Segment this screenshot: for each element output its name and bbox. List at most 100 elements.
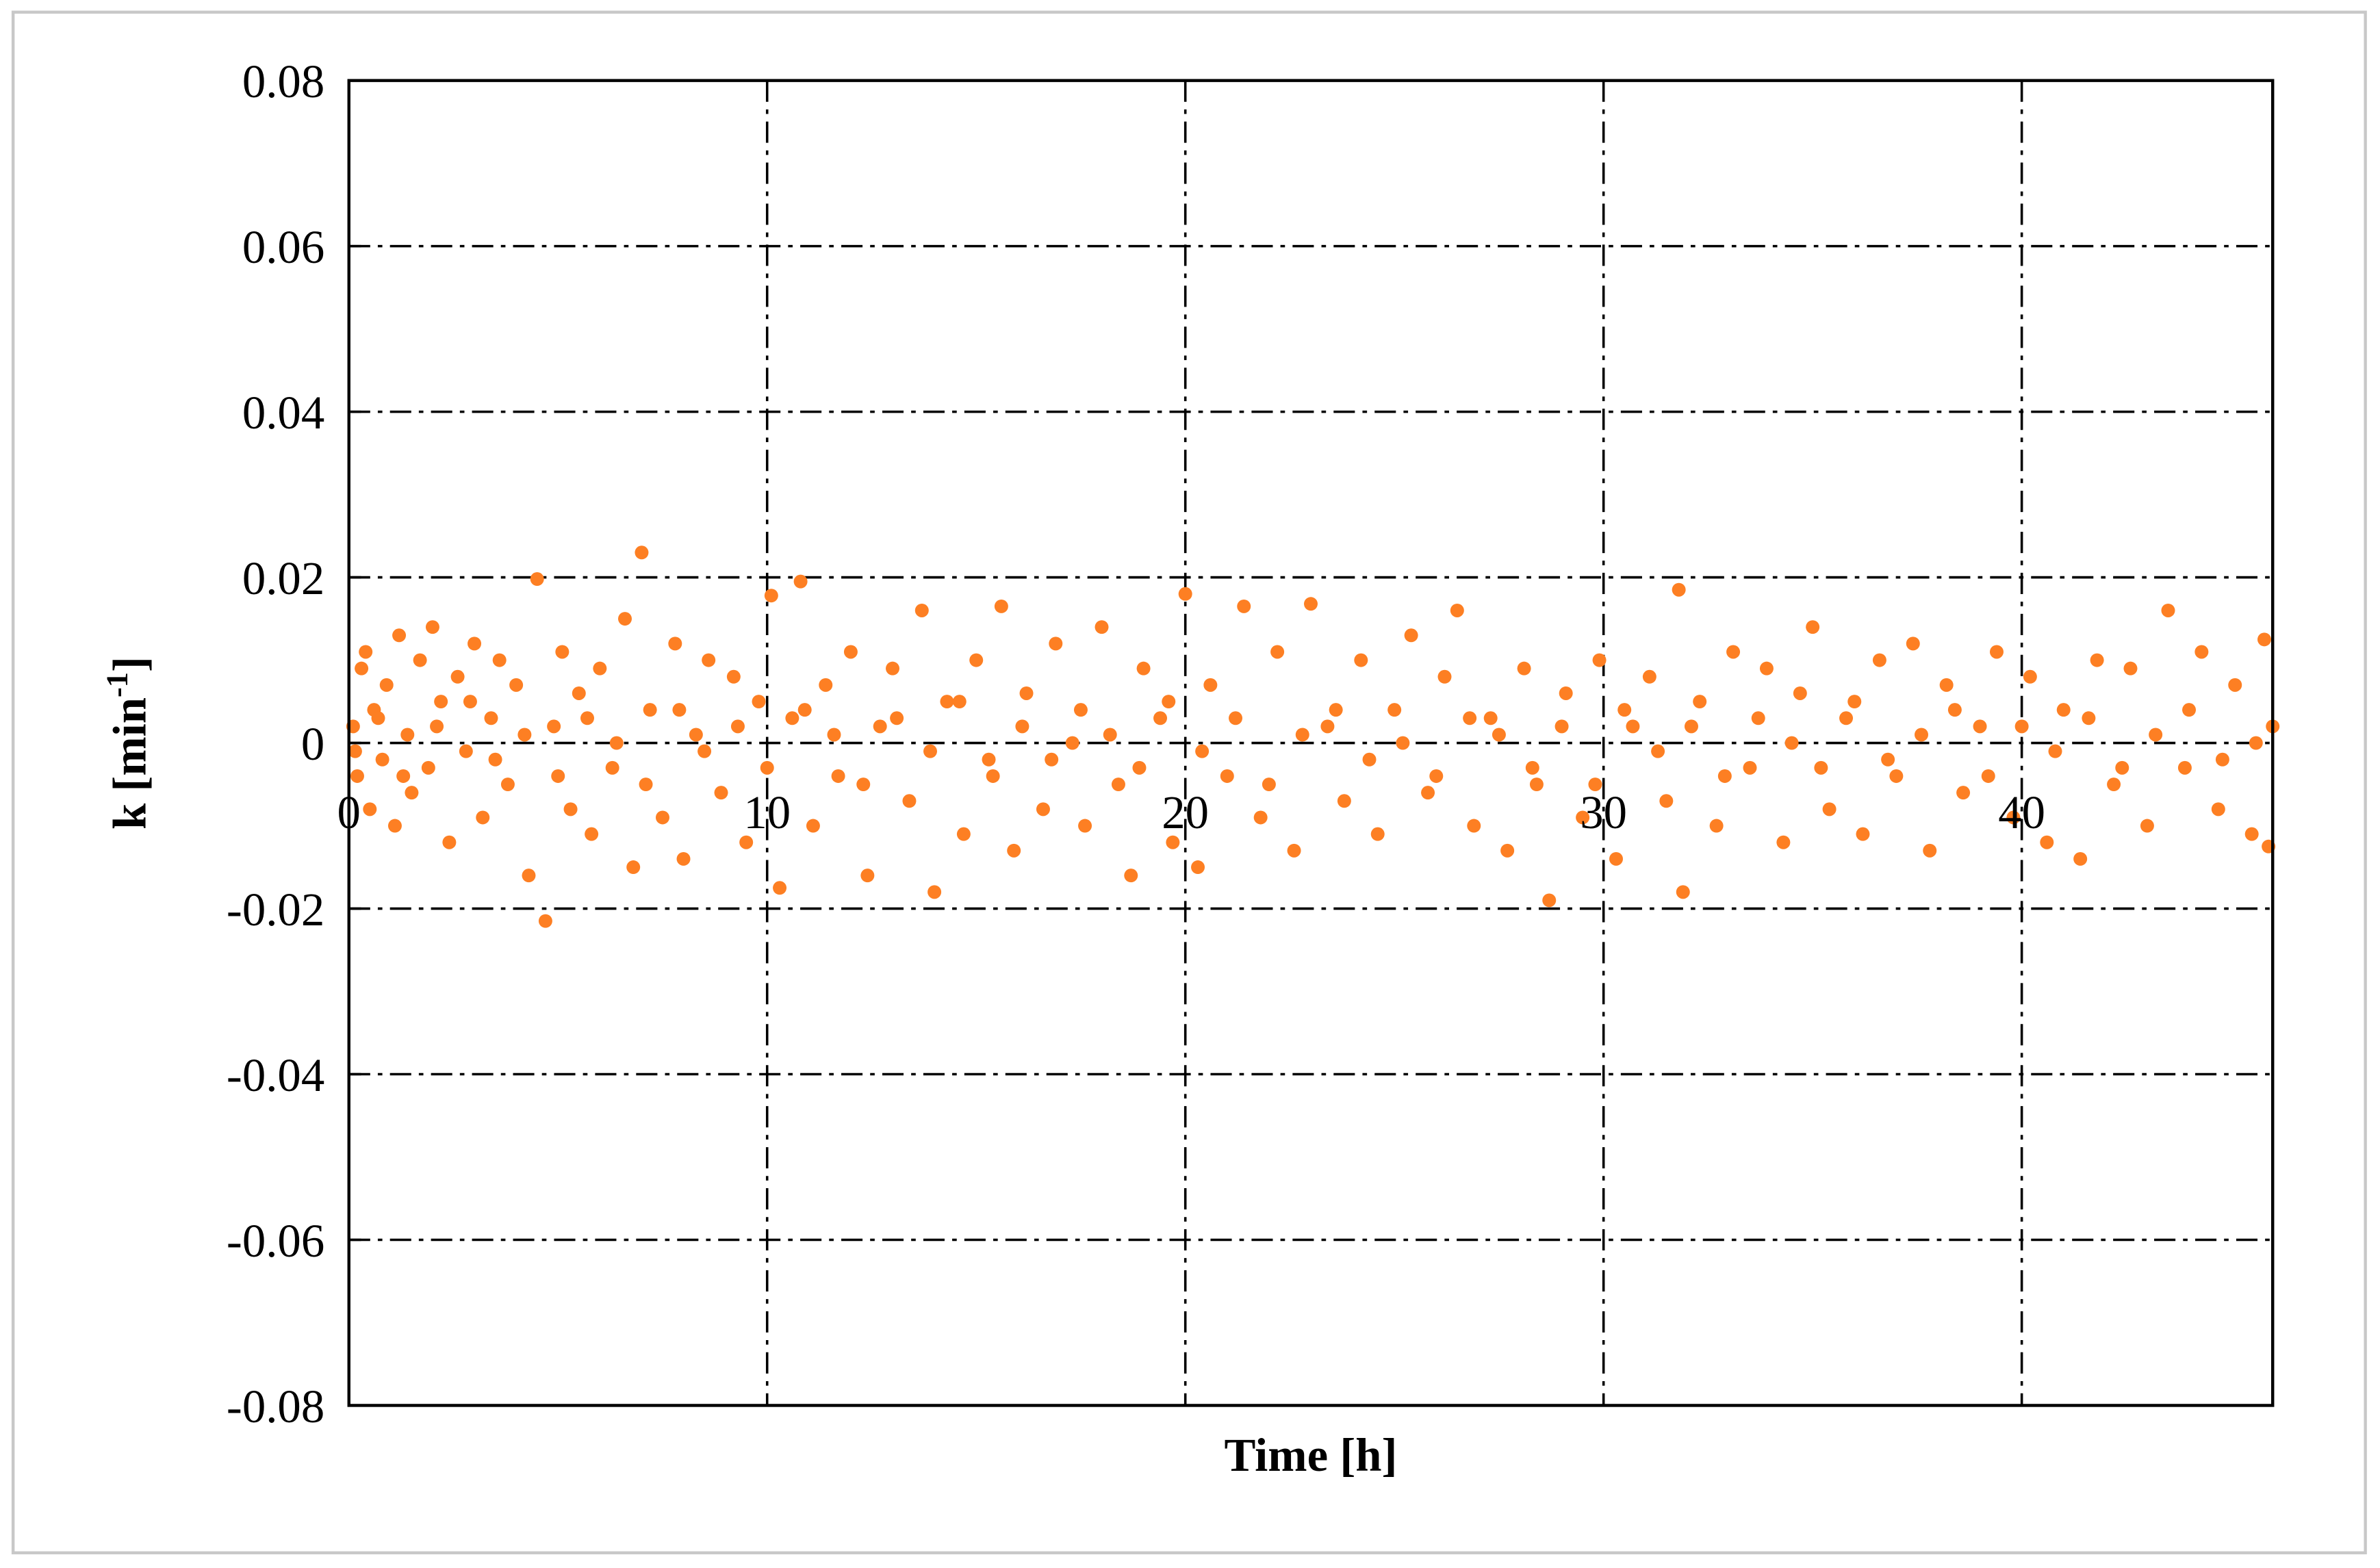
point <box>1195 744 1210 758</box>
point <box>819 678 833 692</box>
point <box>1396 736 1410 750</box>
y-tick-label: -0.02 <box>227 884 324 936</box>
point <box>1956 786 1971 800</box>
point <box>2006 810 2021 825</box>
y-axis-title: k [min-1] <box>100 656 156 830</box>
point <box>764 589 778 603</box>
point <box>1676 885 1690 899</box>
x-tick-label: 40 <box>1998 786 2045 838</box>
point <box>425 620 439 634</box>
point <box>1889 769 1904 783</box>
point <box>1220 769 1234 783</box>
point <box>488 752 502 767</box>
point <box>450 669 465 684</box>
point <box>387 819 402 833</box>
point <box>726 669 741 684</box>
point <box>1162 695 1176 709</box>
point <box>1651 744 1665 758</box>
point <box>635 545 649 560</box>
point <box>1404 628 1418 643</box>
point <box>1989 645 2004 659</box>
point <box>1588 777 1602 792</box>
point <box>1709 819 1724 833</box>
point <box>1370 827 1385 841</box>
point <box>698 744 712 758</box>
point <box>547 719 561 734</box>
point <box>359 645 373 659</box>
point <box>1007 843 1021 858</box>
point <box>1483 711 1498 725</box>
point <box>1337 794 1351 808</box>
point <box>430 719 444 734</box>
point <box>1015 719 1029 734</box>
point <box>1906 637 1920 651</box>
point <box>1095 620 1109 634</box>
point <box>927 885 942 899</box>
point <box>1329 703 1343 717</box>
point <box>434 695 448 709</box>
point <box>1421 786 1435 800</box>
point <box>1429 769 1444 783</box>
y-axis-title-suffix: ] <box>103 656 155 672</box>
point <box>1684 719 1698 734</box>
point <box>618 612 632 626</box>
point <box>355 661 369 676</box>
point <box>655 810 669 825</box>
point <box>350 769 364 783</box>
point <box>797 703 812 717</box>
point <box>538 914 552 928</box>
point <box>2228 678 2242 692</box>
point <box>442 835 457 849</box>
point <box>371 711 385 725</box>
point <box>2090 653 2104 667</box>
point <box>1693 695 1707 709</box>
point <box>555 645 570 659</box>
point <box>1923 843 1937 858</box>
point <box>2215 752 2229 767</box>
point <box>760 760 774 775</box>
point <box>379 678 394 692</box>
point <box>396 769 411 783</box>
point <box>1743 760 1757 775</box>
point <box>405 786 419 800</box>
point <box>1136 661 1151 676</box>
point <box>1872 653 1886 667</box>
point <box>500 777 515 792</box>
point <box>1354 653 1368 667</box>
point <box>969 653 984 667</box>
point <box>886 661 900 676</box>
point <box>2161 603 2175 617</box>
point <box>551 769 565 783</box>
point <box>1124 869 1138 883</box>
y-axis-title-text: k [min <box>103 697 155 830</box>
point <box>1847 695 1862 709</box>
point <box>413 653 427 667</box>
point <box>1784 736 1799 750</box>
point <box>2140 819 2154 833</box>
point <box>2149 728 2163 742</box>
point <box>952 695 967 709</box>
point <box>739 835 754 849</box>
point <box>1036 802 1050 817</box>
point <box>2123 661 2138 676</box>
x-tick-label: 20 <box>1162 786 1209 838</box>
point <box>1500 843 1515 858</box>
y-tick-label: -0.06 <box>227 1215 324 1267</box>
point <box>1049 637 1063 651</box>
point <box>1073 703 1088 717</box>
point <box>2082 711 2096 725</box>
point <box>2107 777 2121 792</box>
point <box>2182 703 2197 717</box>
point <box>1229 711 1243 725</box>
point <box>1203 678 1218 692</box>
point <box>1659 794 1674 808</box>
y-tick-label: 0.06 <box>242 221 324 273</box>
y-tick-label: -0.08 <box>227 1380 324 1432</box>
point <box>1626 719 1640 734</box>
point <box>492 653 507 667</box>
point <box>1320 719 1335 734</box>
point <box>730 719 745 734</box>
point <box>1191 860 1205 875</box>
point <box>1450 603 1464 617</box>
